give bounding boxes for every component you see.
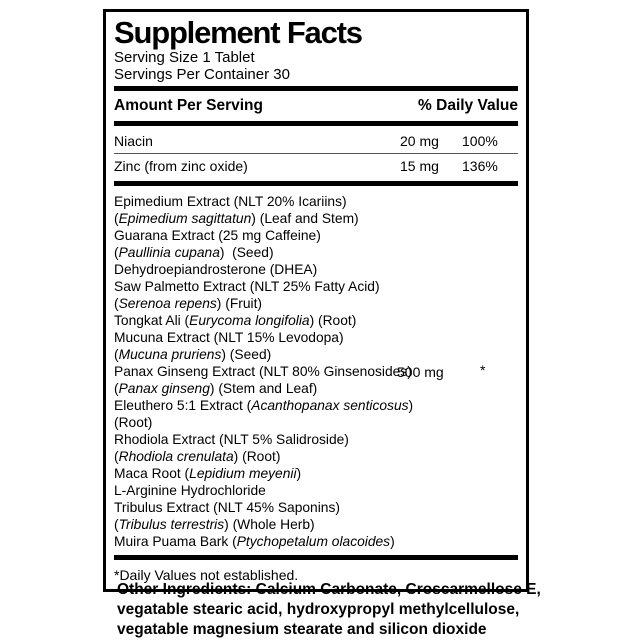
blend-ingredient-text: Rhodiola Extract (NLT 5% Salidroside)	[114, 432, 349, 447]
blend-ingredient-line: L-Arginine Hydrochloride	[114, 482, 518, 499]
blend-ingredient-text: Panax Ginseng Extract (NLT 80% Ginsenosi…	[114, 364, 412, 379]
blend-ingredient-text: (Paullinia cupana) (Seed)	[114, 245, 274, 260]
blend-ingredient-list: Epimedium Extract (NLT 20% Icariins) (Ep…	[114, 193, 518, 550]
blend-ingredient-line: (Panax ginseng) (Stem and Leaf)	[114, 380, 518, 397]
proprietary-blend-section: Epimedium Extract (NLT 20% Icariins) (Ep…	[114, 189, 518, 552]
blend-amount: 500 mg	[397, 364, 444, 380]
panel-title: Supplement Facts	[114, 15, 363, 50]
blend-ingredient-line: Guarana Extract (25 mg Caffeine)	[114, 227, 518, 244]
divider-thick-blend	[114, 181, 518, 186]
blend-ingredient-line: Panax Ginseng Extract (NLT 80% Ginsenosi…	[114, 363, 518, 380]
divider-thick-footnote	[114, 555, 518, 560]
blend-ingredient-text: Saw Palmetto Extract (NLT 25% Fatty Acid…	[114, 279, 380, 294]
blend-ingredient-line: (Root)	[114, 414, 518, 431]
servings-per-container: Servings Per Container 30	[114, 65, 290, 83]
blend-ingredient-line: Saw Palmetto Extract (NLT 25% Fatty Acid…	[114, 278, 518, 295]
blend-ingredient-line: Mucuna Extract (NLT 15% Levodopa)	[114, 329, 518, 346]
blend-ingredient-line: Tongkat Ali (Eurycoma longifolia) (Root)	[114, 312, 518, 329]
blend-ingredient-text: (Root)	[114, 415, 153, 430]
blend-ingredient-line: (Mucuna pruriens) (Seed)	[114, 346, 518, 363]
blend-ingredient-line: (Tribulus terrestris) (Whole Herb)	[114, 516, 518, 533]
blend-ingredient-line: Maca Root (Lepidium meyenii)	[114, 465, 518, 482]
blend-ingredient-text: (Epimedium sagittatun) (Leaf and Stem)	[114, 211, 359, 226]
blend-ingredient-line: Eleuthero 5:1 Extract (Acanthopanax sent…	[114, 397, 518, 414]
other-ingredients: Other Ingredients: Calcium Carbonate, Cr…	[117, 581, 541, 638]
daily-value-header: % Daily Value	[418, 97, 518, 114]
nutrient-rows: Niacin 20 mg 100% Zinc (from zinc oxide)…	[114, 129, 518, 178]
blend-ingredient-line: Dehydroepiandrosterone (DHEA)	[114, 261, 518, 278]
nutrient-amount: 15 mg	[400, 158, 439, 174]
nutrient-row: Zinc (from zinc oxide) 15 mg 136%	[114, 153, 518, 178]
blend-ingredient-text: Epimedium Extract (NLT 20% Icariins)	[114, 194, 347, 209]
nutrient-name: Zinc (from zinc oxide)	[114, 158, 248, 174]
nutrient-amount: 20 mg	[400, 133, 439, 149]
nutrient-daily-value: 100%	[462, 133, 498, 149]
blend-ingredient-line: (Paullinia cupana) (Seed)	[114, 244, 518, 261]
blend-ingredient-text: Tongkat Ali (Eurycoma longifolia) (Root)	[114, 313, 357, 328]
serving-size: Serving Size 1 Tablet	[114, 49, 255, 66]
blend-ingredient-text: (Rhodiola crenulata) (Root)	[114, 449, 281, 464]
blend-ingredient-line: Tribulus Extract (NLT 45% Saponins)	[114, 499, 518, 516]
amount-per-serving-header: Amount Per Serving	[114, 97, 263, 114]
blend-ingredient-line: (Epimedium sagittatun) (Leaf and Stem)	[114, 210, 518, 227]
blend-ingredient-text: Dehydroepiandrosterone (DHEA)	[114, 262, 318, 277]
blend-ingredient-text: (Panax ginseng) (Stem and Leaf)	[114, 381, 318, 396]
nutrient-row: Niacin 20 mg 100%	[114, 129, 518, 153]
blend-ingredient-line: Rhodiola Extract (NLT 5% Salidroside)	[114, 431, 518, 448]
daily-value-footnote: *Daily Values not established.	[114, 567, 299, 583]
blend-ingredient-text: Maca Root (Lepidium meyenii)	[114, 466, 302, 481]
divider-thick-top	[114, 86, 518, 91]
blend-ingredient-text: Muira Puama Bark (Ptychopetalum olacoide…	[114, 534, 395, 549]
blend-ingredient-text: (Mucuna pruriens) (Seed)	[114, 347, 272, 362]
blend-ingredient-line: Muira Puama Bark (Ptychopetalum olacoide…	[114, 533, 518, 550]
nutrient-name: Niacin	[114, 133, 153, 149]
divider-thick-header	[114, 121, 518, 126]
blend-ingredient-text: L-Arginine Hydrochloride	[114, 483, 266, 498]
nutrient-daily-value: 136%	[462, 158, 498, 174]
column-header-row: Amount Per Serving % Daily Value	[114, 94, 518, 118]
blend-ingredient-line: (Rhodiola crenulata) (Root)	[114, 448, 518, 465]
blend-ingredient-line: (Serenoa repens) (Fruit)	[114, 295, 518, 312]
supplement-facts-panel: Supplement Facts Serving Size 1 Tablet S…	[103, 9, 529, 592]
blend-ingredient-text: Eleuthero 5:1 Extract (Acanthopanax sent…	[114, 398, 414, 413]
blend-ingredient-text: (Serenoa repens) (Fruit)	[114, 296, 263, 311]
blend-ingredient-text: Mucuna Extract (NLT 15% Levodopa)	[114, 330, 344, 345]
blend-ingredient-text: Tribulus Extract (NLT 45% Saponins)	[114, 500, 340, 515]
blend-daily-value-symbol: *	[480, 362, 486, 378]
blend-ingredient-text: (Tribulus terrestris) (Whole Herb)	[114, 517, 315, 532]
blend-ingredient-text: Guarana Extract (25 mg Caffeine)	[114, 228, 321, 243]
blend-ingredient-line: Epimedium Extract (NLT 20% Icariins)	[114, 193, 518, 210]
